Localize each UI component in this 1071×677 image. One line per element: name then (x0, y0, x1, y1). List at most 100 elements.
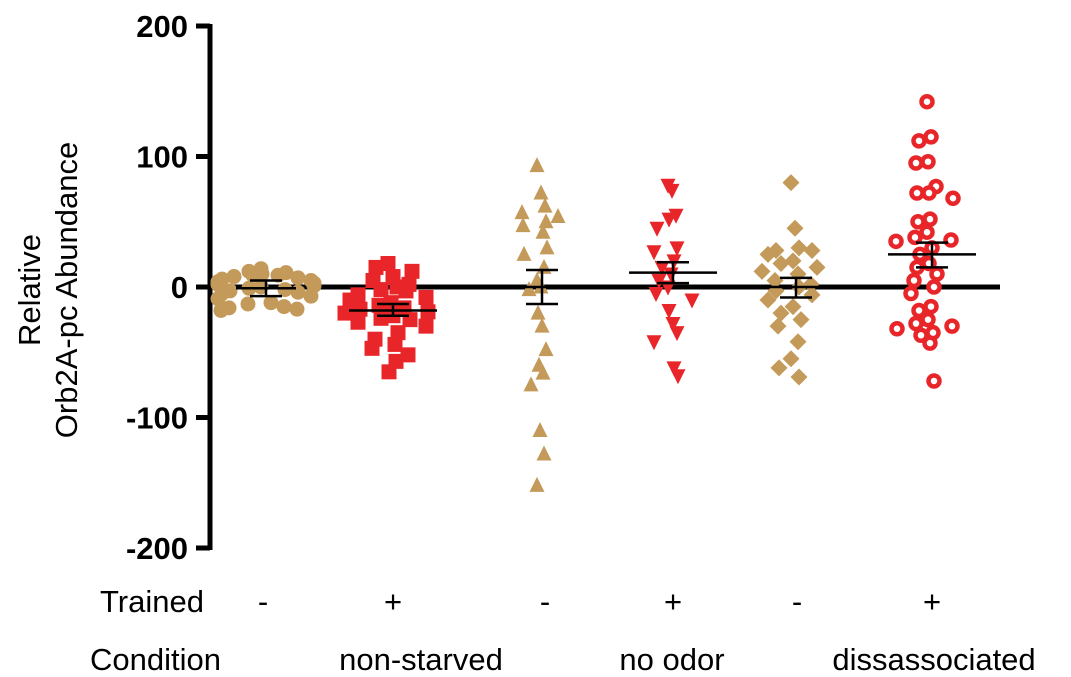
condition-row-label: Condition (90, 642, 221, 677)
trained-mark: - (792, 584, 802, 619)
data-point (352, 301, 368, 317)
data-point (210, 291, 226, 307)
data-point (418, 318, 434, 334)
data-point (226, 269, 242, 285)
data-point (381, 364, 397, 380)
data-point (908, 315, 924, 332)
data-point (919, 224, 935, 240)
data-point (906, 272, 922, 289)
data-point (923, 129, 939, 145)
condition-label: no odor (619, 642, 724, 677)
data-point (390, 325, 406, 341)
trained-mark: + (664, 584, 682, 619)
y-axis: 200 100 0 -100 -200 (126, 9, 1000, 566)
data-point (289, 301, 305, 317)
data-point (263, 295, 279, 311)
data-point (270, 267, 286, 283)
data-point (790, 239, 808, 257)
y-tick-label: 0 (171, 270, 188, 305)
category-rows: Trained Condition - + - + - + non-starved no o… (90, 584, 1036, 677)
data-point (535, 364, 551, 380)
data-point (766, 271, 784, 289)
data-point (922, 335, 938, 351)
data-point (920, 311, 936, 328)
data-point (889, 321, 905, 337)
data-point (533, 184, 549, 200)
data-point (537, 197, 553, 213)
data-point (666, 361, 682, 377)
y-tick-label: -100 (126, 401, 188, 436)
data-point (665, 317, 681, 333)
condition-labels: non-starved no odor dissassociated (339, 642, 1036, 677)
condition-label: non-starved (339, 642, 503, 677)
y-axis-label-line2: Orb2A-pc Abundance (49, 142, 84, 438)
data-point (550, 208, 566, 224)
data-point (538, 341, 554, 357)
data-point (536, 258, 552, 274)
data-point (534, 317, 550, 333)
data-point (368, 259, 384, 275)
data-point (753, 262, 771, 280)
data-point (808, 258, 826, 276)
y-tick-label: 200 (136, 9, 188, 44)
data-point (387, 336, 403, 352)
data-point (943, 232, 959, 248)
trained-mark: + (384, 584, 402, 619)
data-point (532, 422, 548, 438)
data-point (383, 295, 399, 311)
data-point (784, 252, 802, 270)
data-point (398, 283, 414, 299)
data-point (654, 260, 670, 276)
data-point (911, 133, 927, 149)
data-point (373, 310, 389, 326)
data-point (903, 285, 919, 302)
y-tick-label: -200 (126, 531, 188, 566)
data-point (926, 373, 942, 389)
y-tick-label: 100 (136, 140, 188, 175)
data-point (402, 312, 418, 328)
data-point (651, 273, 667, 289)
data-point (929, 266, 945, 282)
data-point (516, 245, 532, 261)
data-point (772, 255, 790, 273)
data-point (364, 340, 380, 356)
data-point (770, 359, 788, 377)
data-point (782, 174, 800, 192)
data-point (245, 267, 261, 283)
data-point (910, 214, 926, 230)
trained-mark: + (923, 584, 941, 619)
data-point (663, 267, 679, 283)
data-point (920, 153, 936, 170)
data-point (400, 347, 416, 363)
data-point (759, 291, 777, 309)
data-point (661, 303, 677, 319)
data-point (404, 263, 420, 279)
data-point (922, 211, 938, 227)
data-point (909, 185, 925, 201)
data-point (371, 297, 387, 313)
trained-mark: - (258, 584, 268, 619)
data-point (802, 275, 820, 293)
data-point (303, 288, 319, 304)
data-point (523, 376, 539, 392)
data-point (769, 317, 787, 335)
data-point (664, 183, 680, 199)
data-point (945, 190, 961, 207)
data-point (669, 241, 685, 257)
data-point (908, 155, 924, 171)
data-point (803, 241, 821, 259)
data-point (911, 302, 927, 319)
data-point (921, 185, 937, 201)
mean-sem-bars (236, 241, 976, 317)
data-point (418, 289, 434, 305)
data-point (530, 304, 546, 320)
data-point (538, 213, 554, 229)
data-point (648, 287, 664, 303)
data-point (535, 223, 551, 239)
data-point (782, 350, 800, 368)
trained-row-label: Trained (100, 584, 204, 619)
data-point (944, 318, 960, 334)
data-point (649, 221, 665, 237)
data-point (792, 311, 810, 329)
